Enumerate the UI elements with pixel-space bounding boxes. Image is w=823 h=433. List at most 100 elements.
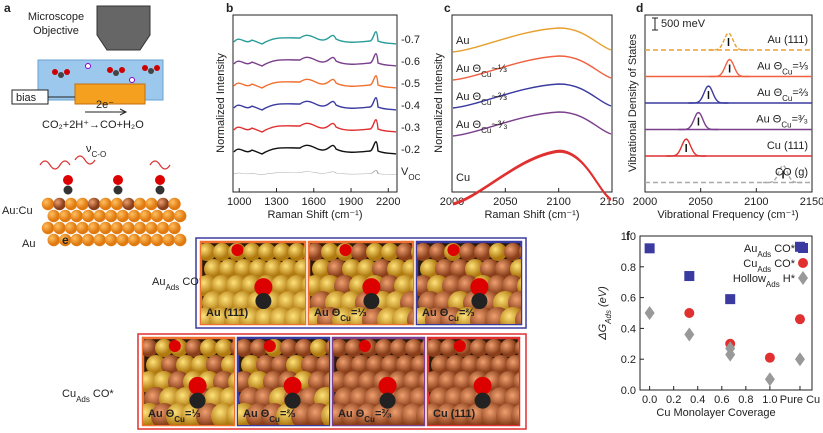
atom xyxy=(528,371,550,393)
atoms xyxy=(428,339,550,425)
atom xyxy=(416,404,424,425)
atom xyxy=(470,339,488,357)
atom xyxy=(273,243,291,261)
point xyxy=(764,352,775,363)
trace-label-main: CO (g) xyxy=(775,167,808,179)
atom xyxy=(312,259,332,279)
spectrum xyxy=(233,118,397,133)
y-tick-label: 1.0 xyxy=(621,231,636,243)
image-label: Au ΘCu=⅓ xyxy=(148,408,201,424)
co-o xyxy=(283,376,302,395)
atom xyxy=(200,339,218,357)
atom xyxy=(230,340,234,356)
panel-label: b xyxy=(226,1,233,15)
x-tick-label: 2150 xyxy=(800,196,823,208)
atom xyxy=(431,355,451,375)
atom xyxy=(53,221,66,235)
atom xyxy=(396,243,413,261)
atom xyxy=(82,209,95,223)
atom xyxy=(215,339,233,357)
legend-marker xyxy=(798,271,808,285)
trace-label: Au ΘCu=⅓ xyxy=(757,61,808,77)
co-o xyxy=(188,376,207,395)
atom xyxy=(41,221,55,235)
row-label: CuAds CO* xyxy=(62,388,114,404)
trace-label-sub: OC xyxy=(408,173,420,182)
point xyxy=(764,372,775,387)
atom xyxy=(280,339,298,357)
atom xyxy=(417,243,432,261)
atom xyxy=(411,355,424,375)
atom xyxy=(168,221,181,235)
atom xyxy=(510,259,521,279)
co-o xyxy=(447,244,460,256)
x-axis-title: Raman Shift (cm⁻¹) xyxy=(484,209,579,221)
atom xyxy=(146,355,166,375)
y-axis-title-main: ΔG xyxy=(597,323,609,340)
legend-label-tail: CO* xyxy=(771,243,796,255)
trace-label-main: -0.3 xyxy=(401,122,420,134)
x-tick-label: Pure Cu xyxy=(780,394,820,406)
trace-label-tail: =³⁄₃ xyxy=(792,114,808,126)
objective-label: Microscope xyxy=(28,11,84,23)
spectrum xyxy=(451,149,613,206)
atom xyxy=(161,355,181,375)
atom xyxy=(99,197,112,211)
point xyxy=(725,294,736,305)
atom xyxy=(58,209,72,223)
atom xyxy=(351,243,369,261)
trace-label: Au xyxy=(456,35,469,47)
atom xyxy=(113,175,123,185)
trace-label-sub: Cu xyxy=(481,126,491,135)
co-c xyxy=(255,293,272,310)
legend-label-tail: CO* xyxy=(771,258,796,270)
atom xyxy=(145,221,158,235)
atom xyxy=(519,387,543,411)
atom xyxy=(357,259,377,279)
trace-label-sub: Cu xyxy=(781,120,791,129)
co-o xyxy=(358,340,371,352)
x-tick-label: 2150 xyxy=(600,196,624,208)
row-label: AuAds CO* xyxy=(152,276,204,292)
image-label-main: Au Θ xyxy=(422,307,449,319)
image-label-tail: =³⁄₃ xyxy=(375,408,392,420)
vco-label-main: ν xyxy=(86,143,92,155)
atom xyxy=(128,233,141,247)
x-tick-label: 0.4 xyxy=(690,394,705,406)
trace-label-tail: ~⅔ xyxy=(491,91,507,103)
atom xyxy=(53,197,66,211)
atom xyxy=(336,355,356,375)
y-axis-title: Normalized Intensity xyxy=(433,53,445,153)
trace-label-main: V xyxy=(401,166,409,178)
atom xyxy=(145,197,158,211)
trace-label-sub: Cu xyxy=(481,70,491,79)
panel-b: 1000 1300 1600 1900 2200 b Raman Shift (cm⁻¹) N… xyxy=(215,1,421,221)
scale-bar xyxy=(652,17,658,31)
atom xyxy=(517,277,521,295)
atom xyxy=(204,259,224,279)
trace-label-main: -0.2 xyxy=(401,144,420,156)
atom xyxy=(238,339,253,357)
x-axis-title: Raman Shift (cm⁻¹) xyxy=(267,209,362,221)
atom xyxy=(155,185,165,195)
trace-label-main: -0.7 xyxy=(401,34,420,46)
panel-d: 2000 2050 2100 2150 d Vibrational Frequency (… xyxy=(627,1,823,221)
legend-label-main: Cu xyxy=(743,258,757,270)
atom xyxy=(506,355,519,375)
x-axis-title: Cu Monolayer Coverage xyxy=(656,407,775,419)
atom xyxy=(321,404,329,425)
atom xyxy=(143,339,158,357)
co-c xyxy=(363,293,380,310)
atom xyxy=(174,233,187,247)
atom xyxy=(435,259,455,279)
x-tick-label: 1600 xyxy=(302,196,326,208)
y-tick-label: 0.8 xyxy=(621,262,636,274)
point xyxy=(644,243,655,254)
y-axis-title: Normalized Intensity xyxy=(215,53,227,153)
atom xyxy=(309,243,324,261)
image-label: Au (111) xyxy=(206,307,249,319)
image-label: Au ΘCu=⅔ xyxy=(243,408,296,424)
row-label-sub: Ads xyxy=(165,283,179,292)
atom xyxy=(122,197,135,211)
atom xyxy=(279,259,299,279)
